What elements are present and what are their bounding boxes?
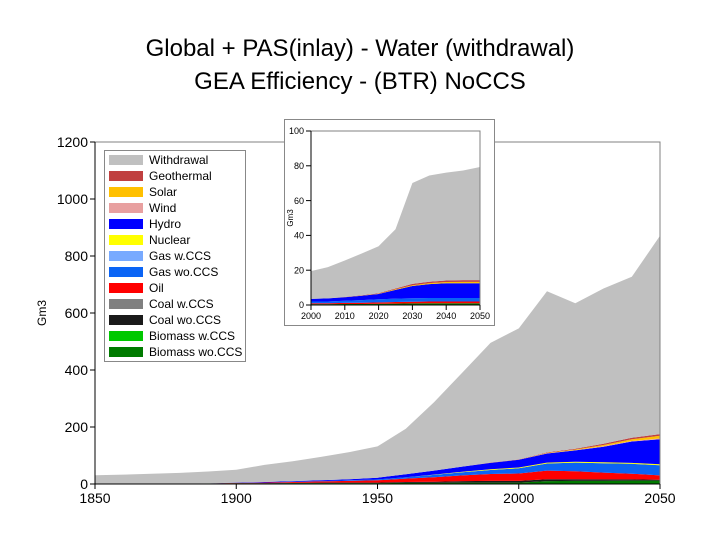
legend-label: Biomass w.CCS (149, 329, 236, 343)
legend-item-coal-w-ccs: Coal w.CCS (109, 296, 245, 312)
legend-item-geothermal: Geothermal (109, 168, 245, 184)
inset-x-tick-label: 2050 (470, 311, 490, 321)
legend-swatch (109, 267, 143, 277)
inset-plot-area (311, 167, 480, 305)
inset-area-oil (311, 301, 480, 305)
legend-item-oil: Oil (109, 280, 245, 296)
legend-label: Coal w.CCS (149, 297, 214, 311)
legend-swatch (109, 171, 143, 181)
inset-y-tick-label: 60 (294, 196, 304, 206)
chart-title-line2: GEA Efficiency - (BTR) NoCCS (194, 68, 526, 95)
x-tick-label: 1850 (79, 490, 110, 506)
legend-label: Biomass wo.CCS (149, 345, 243, 359)
legend-label: Gas wo.CCS (149, 265, 219, 279)
chart-title-line1: Global + PAS(inlay) - Water (withdrawal) (145, 35, 575, 62)
area-coal-wo-ccs (95, 479, 660, 484)
legend-label: Wind (149, 201, 177, 215)
legend-swatch (109, 187, 143, 197)
legend-item-biomass-wo-ccs: Biomass wo.CCS (109, 344, 245, 360)
legend-swatch (109, 219, 143, 229)
area-hydro (95, 439, 660, 484)
area-biomass-wo-ccs (95, 480, 660, 484)
inset-x-tick-label: 2040 (436, 311, 456, 321)
inset-x-tick-label: 2020 (369, 311, 389, 321)
inset-area-hydro (311, 283, 480, 302)
legend-label: Nuclear (149, 233, 191, 247)
legend-swatch (109, 283, 143, 293)
legend-label: Oil (149, 281, 164, 295)
legend-swatch (109, 347, 143, 357)
legend-item-nuclear: Nuclear (109, 232, 245, 248)
y-tick-label: 0 (80, 476, 88, 492)
legend-label: Solar (149, 185, 178, 199)
inset-y-tick-label: 80 (294, 161, 304, 171)
legend-swatch (109, 203, 143, 213)
area-withdrawal (95, 235, 660, 484)
legend-label: Geothermal (149, 169, 212, 183)
legend-swatch (109, 315, 143, 325)
area-oil (95, 470, 660, 484)
legend-item-gas-w-ccs: Gas w.CCS (109, 248, 245, 264)
y-tick-label: 200 (65, 419, 89, 435)
legend-label: Withdrawal (149, 153, 209, 167)
y-tick-label: 1200 (57, 134, 88, 150)
x-tick-label: 1900 (221, 490, 252, 506)
legend-item-biomass-w-ccs: Biomass w.CCS (109, 328, 245, 344)
legend-swatch (109, 331, 143, 341)
legend-swatch (109, 155, 143, 165)
legend-item-withdrawal: Withdrawal (109, 152, 245, 168)
x-tick-label: 2000 (503, 490, 534, 506)
y-tick-label: 1000 (57, 191, 88, 207)
y-tick-label: 800 (65, 248, 89, 264)
legend-swatch (109, 251, 143, 261)
x-tick-label: 2050 (644, 490, 675, 506)
x-tick-label: 1950 (362, 490, 393, 506)
legend-item-hydro: Hydro (109, 216, 245, 232)
legend-swatch (109, 299, 143, 309)
inset-y-tick-label: 0 (299, 300, 304, 310)
inset-y-tick-label: 40 (294, 231, 304, 241)
y-tick-label: 400 (65, 362, 89, 378)
inset-x-tick-label: 2000 (301, 311, 321, 321)
y-axis-label: Gm3 (35, 300, 49, 326)
inset-area-gas-wo-ccs (311, 298, 480, 304)
legend-item-coal-wo-ccs: Coal wo.CCS (109, 312, 245, 328)
inset-area-withdrawal (311, 167, 480, 299)
legend-item-gas-wo-ccs: Gas wo.CCS (109, 264, 245, 280)
inset-y-tick-label: 100 (289, 126, 304, 136)
y-tick-label: 600 (65, 305, 89, 321)
main-plot-area (95, 235, 660, 484)
legend-label: Coal wo.CCS (149, 313, 222, 327)
legend-label: Gas w.CCS (149, 249, 212, 263)
legend: Withdrawal Geothermal Solar Wind Hydro Nuclea… (104, 150, 246, 362)
inset-panel: 0 20 40 60 80 100 2000 2010 2020 2030 2040 2050 Gm3 (284, 119, 495, 326)
legend-item-solar: Solar (109, 184, 245, 200)
area-gas-wo-ccs (95, 462, 660, 484)
legend-item-wind: Wind (109, 200, 245, 216)
inset-x-tick-label: 2030 (402, 311, 422, 321)
inset-x-tick-label: 2010 (335, 311, 355, 321)
legend-swatch (109, 235, 143, 245)
inset-y-axis-label: Gm3 (286, 209, 295, 227)
legend-label: Hydro (149, 217, 182, 231)
inset-y-tick-label: 20 (294, 265, 304, 275)
